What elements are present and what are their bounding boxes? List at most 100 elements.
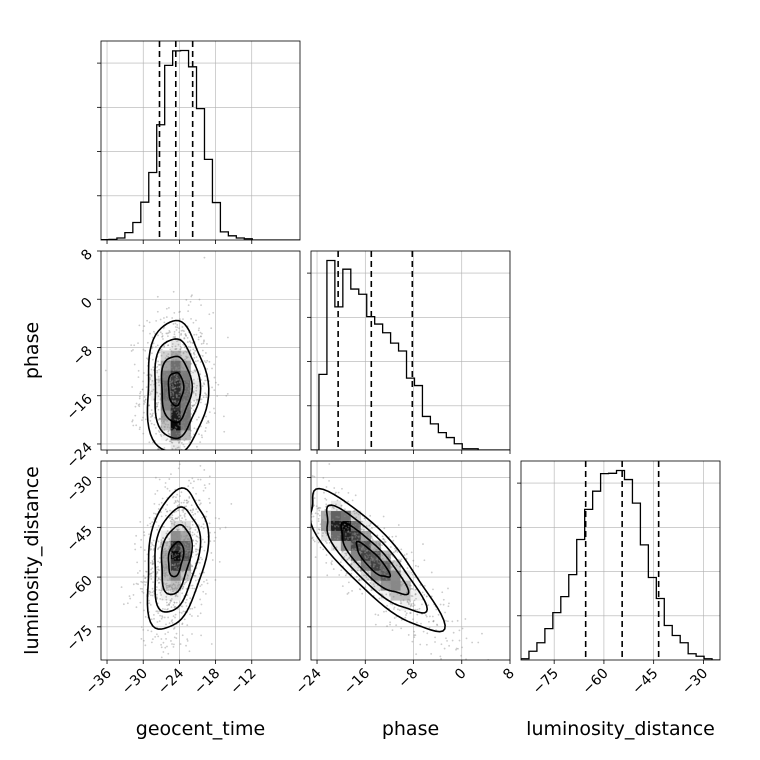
- scatter-point: [369, 544, 372, 547]
- scatter-point: [151, 415, 154, 418]
- scatter-point: [166, 372, 168, 375]
- scatter-point: [171, 384, 174, 386]
- scatter-point: [174, 538, 177, 541]
- scatter-point: [175, 367, 178, 370]
- scatter-point: [176, 529, 179, 532]
- scatter-point: [151, 591, 154, 594]
- scatter-point: [158, 620, 161, 623]
- scatter-point: [179, 365, 182, 368]
- scatter-point: [168, 478, 171, 480]
- scatter-point: [381, 557, 384, 560]
- scatter-point: [172, 445, 175, 448]
- scatter-point: [153, 512, 155, 515]
- x-tick-label: −12: [227, 666, 259, 698]
- scatter-point: [177, 366, 180, 369]
- scatter-point: [215, 355, 218, 358]
- scatter-point: [186, 594, 189, 596]
- scatter-point: [160, 511, 162, 513]
- scatter-point: [166, 332, 169, 335]
- scatter-point: [168, 622, 171, 625]
- scatter-point: [194, 528, 197, 531]
- scatter-point: [151, 563, 154, 566]
- scatter-point: [151, 543, 154, 546]
- scatter-point: [175, 492, 177, 494]
- scatter-point: [168, 603, 170, 605]
- scatter-point: [198, 499, 201, 502]
- scatter-point: [192, 352, 195, 355]
- scatter-point: [196, 400, 198, 402]
- scatter-point: [151, 521, 154, 523]
- scatter-point: [326, 574, 329, 577]
- scatter-point: [392, 569, 395, 572]
- scatter-point: [149, 391, 151, 394]
- scatter-point: [163, 403, 165, 406]
- scatter-point: [171, 400, 174, 403]
- scatter-point: [168, 359, 171, 362]
- scatter-point: [344, 574, 347, 577]
- scatter-point: [348, 521, 351, 524]
- scatter-point: [156, 295, 159, 298]
- scatter-point: [428, 620, 430, 623]
- scatter-point: [419, 643, 422, 646]
- scatter-point: [202, 382, 205, 385]
- scatter-point: [365, 576, 368, 579]
- scatter-point: [160, 402, 162, 405]
- scatter-point: [170, 606, 173, 609]
- scatter-point: [379, 569, 381, 572]
- scatter-point: [192, 409, 195, 412]
- scatter-point: [177, 439, 180, 442]
- scatter-point: [414, 593, 417, 596]
- scatter-point: [461, 646, 463, 649]
- scatter-point: [410, 604, 413, 607]
- scatter-point: [381, 544, 383, 547]
- scatter-point: [128, 595, 131, 598]
- scatter-point: [413, 630, 416, 633]
- scatter-point: [189, 509, 192, 512]
- scatter-point: [149, 561, 152, 564]
- x-tick-label: −16: [341, 665, 373, 697]
- scatter-point: [324, 529, 326, 532]
- scatter-point: [160, 426, 163, 429]
- scatter-point: [390, 585, 393, 588]
- scatter-point: [372, 539, 374, 541]
- scatter-point: [142, 372, 145, 374]
- scatter-point: [363, 532, 365, 535]
- x-tick-label: −30: [679, 666, 711, 698]
- density-cell: [170, 420, 181, 431]
- scatter-point: [405, 557, 408, 560]
- scatter-point: [155, 673, 157, 675]
- scatter-point: [165, 567, 168, 570]
- scatter-point: [378, 582, 381, 584]
- scatter-point: [199, 502, 202, 505]
- scatter-point: [186, 579, 189, 582]
- scatter-point: [389, 581, 391, 584]
- scatter-point: [184, 456, 186, 458]
- scatter-point: [132, 348, 134, 351]
- scatter-point: [172, 573, 175, 576]
- scatter-point: [354, 556, 356, 558]
- scatter-point: [157, 547, 160, 550]
- scatter-point: [165, 532, 168, 535]
- scatter-point: [413, 599, 416, 602]
- contour-line: [146, 319, 210, 450]
- scatter-point: [377, 577, 380, 580]
- scatter-point: [430, 571, 433, 574]
- scatter-point: [417, 565, 420, 568]
- scatter-point: [170, 427, 173, 430]
- scatter-point: [348, 556, 351, 559]
- scatter-point: [171, 410, 173, 412]
- scatter-point: [186, 640, 189, 642]
- scatter-point: [256, 493, 258, 495]
- scatter-point: [201, 516, 204, 519]
- scatter-point: [144, 560, 146, 563]
- scatter-point: [354, 520, 357, 523]
- scatter-point: [185, 383, 188, 386]
- scatter-point: [195, 542, 198, 545]
- scatter-point: [413, 634, 416, 637]
- density-cell: [160, 550, 171, 561]
- scatter-point: [180, 519, 182, 522]
- scatter-point: [175, 545, 177, 547]
- scatter-point: [151, 562, 154, 565]
- x-tick-label: −36: [83, 665, 115, 697]
- scatter-point: [175, 353, 177, 355]
